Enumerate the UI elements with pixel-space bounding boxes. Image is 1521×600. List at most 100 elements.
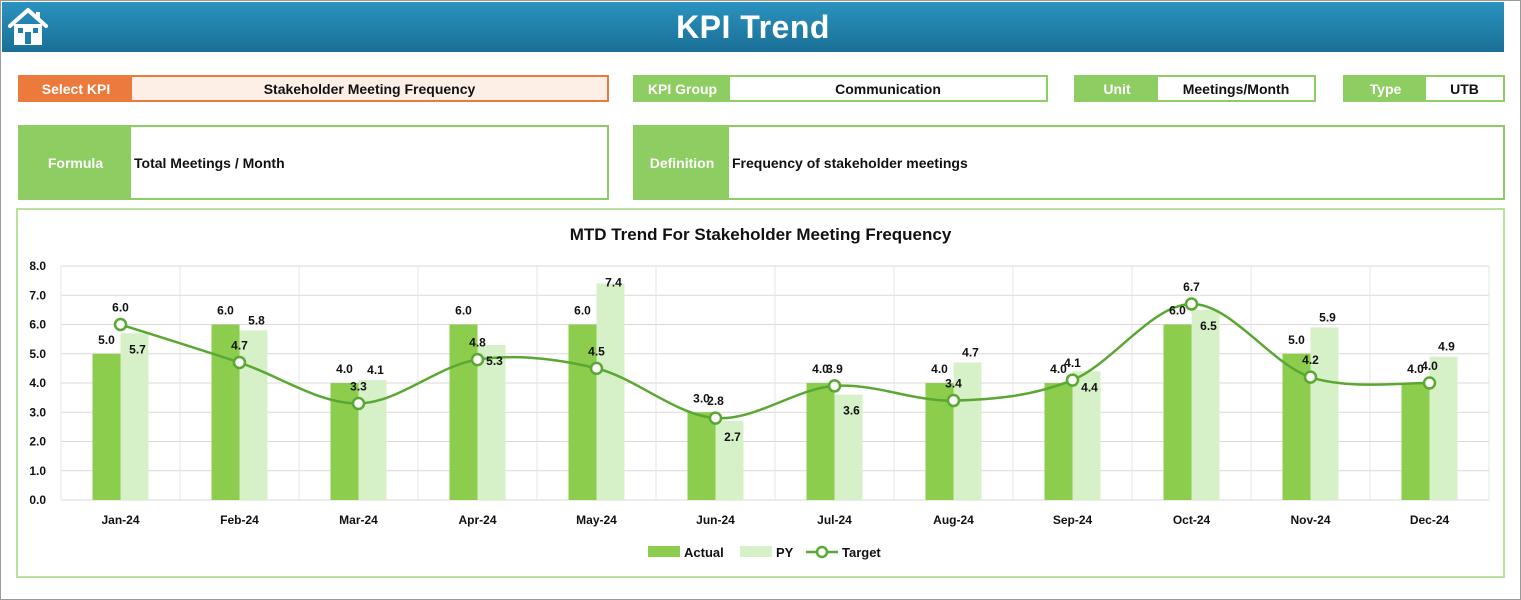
legend-py-swatch	[740, 546, 772, 557]
py-data-label: 5.7	[129, 342, 146, 356]
target-point	[1303, 370, 1318, 384]
py-data-label: 7.4	[605, 276, 622, 290]
definition-box: Definition Frequency of stakeholder meet…	[633, 125, 1505, 200]
select-kpi-field: Select KPI Stakeholder Meeting Frequency	[18, 75, 609, 102]
py-data-label: 5.8	[248, 313, 265, 327]
bar-actual	[449, 324, 478, 500]
actual-data-label: 6.0	[1169, 304, 1186, 318]
bar-py	[1310, 327, 1339, 500]
target-point	[113, 317, 128, 332]
target-data-label: 3.3	[350, 379, 367, 393]
target-data-label: 4.0	[1421, 359, 1438, 373]
target-data-label: 4.5	[588, 344, 605, 358]
x-tick-label: Sep-24	[1053, 513, 1093, 527]
actual-data-label: 4.0	[812, 362, 829, 376]
bar-actual	[1044, 383, 1073, 500]
unit-field: Unit Meetings/Month	[1074, 75, 1316, 102]
py-data-label: 2.7	[724, 430, 741, 444]
legend-target-label: Target	[842, 545, 881, 560]
y-tick-label: 5.0	[29, 347, 46, 361]
target-data-label: 2.8	[707, 394, 724, 408]
kpi-group-field: KPI Group Communication	[633, 75, 1048, 102]
chart-title: MTD Trend For Stakeholder Meeting Freque…	[569, 225, 952, 244]
definition-label: Definition	[635, 127, 729, 198]
actual-data-label: 6.0	[574, 304, 591, 318]
py-data-label: 5.3	[486, 354, 503, 368]
bar-py	[715, 421, 744, 500]
kpi-group-value: Communication	[835, 80, 941, 97]
bar-actual	[1163, 324, 1192, 500]
target-data-label: 4.1	[1064, 356, 1081, 370]
target-point	[1422, 376, 1437, 390]
x-tick-label: Aug-24	[933, 513, 974, 527]
page-title: KPI Trend	[676, 9, 830, 45]
select-kpi-label: Select KPI	[20, 77, 132, 100]
y-tick-label: 1.0	[29, 464, 46, 478]
bar-py	[834, 394, 863, 500]
target-point	[1065, 373, 1080, 387]
bar-actual	[687, 412, 716, 500]
target-point	[351, 396, 366, 411]
unit-label: Unit	[1076, 77, 1158, 100]
bar-py	[239, 330, 268, 500]
legend-actual-label: Actual	[684, 545, 724, 560]
x-tick-label: Mar-24	[339, 513, 378, 527]
x-tick-label: Jan-24	[101, 513, 139, 527]
x-tick-label: Oct-24	[1173, 513, 1211, 527]
py-data-label: 6.5	[1200, 319, 1217, 333]
py-data-label: 4.9	[1438, 340, 1455, 354]
formula-box: Formula Total Meetings / Month	[18, 125, 609, 200]
x-tick-label: Apr-24	[458, 513, 496, 527]
target-point	[946, 393, 961, 408]
x-tick-label: Jul-24	[817, 513, 852, 527]
type-field: Type UTB	[1343, 75, 1505, 102]
target-point	[708, 411, 723, 425]
actual-data-label: 5.0	[1288, 333, 1305, 347]
y-tick-label: 2.0	[29, 435, 46, 449]
y-tick-label: 6.0	[29, 318, 46, 332]
target-point	[589, 361, 604, 376]
actual-data-label: 6.0	[455, 304, 472, 318]
bar-py	[596, 283, 625, 500]
target-data-label: 4.8	[469, 336, 486, 350]
bar-py	[953, 362, 982, 500]
formula-value: Total Meetings / Month	[134, 154, 285, 171]
actual-data-label: 4.0	[931, 362, 948, 376]
legend-target-marker	[815, 545, 829, 559]
target-point	[470, 352, 485, 367]
legend-py-label: PY	[776, 545, 794, 560]
x-tick-label: Jun-24	[696, 513, 735, 527]
select-kpi-dropdown[interactable]: Stakeholder Meeting Frequency	[132, 77, 607, 100]
py-data-label: 3.6	[843, 404, 860, 418]
actual-data-label: 3.0	[693, 391, 710, 405]
py-data-label: 5.9	[1319, 310, 1336, 324]
target-data-label: 6.7	[1183, 280, 1200, 294]
actual-data-label: 5.0	[98, 333, 115, 347]
y-tick-label: 7.0	[29, 288, 46, 302]
definition-value: Frequency of stakeholder meetings	[732, 154, 968, 171]
x-tick-label: Nov-24	[1290, 513, 1330, 527]
bar-actual	[1401, 383, 1430, 500]
actual-data-label: 4.0	[1050, 362, 1067, 376]
bar-actual	[92, 353, 121, 500]
unit-value: Meetings/Month	[1182, 80, 1290, 97]
target-data-label: 3.4	[945, 377, 962, 391]
target-line	[120, 302, 1430, 420]
x-tick-label: Dec-24	[1410, 513, 1450, 527]
y-tick-label: 4.0	[29, 376, 46, 390]
header-bar: KPI Trend	[2, 2, 1504, 52]
type-value: UTB	[1450, 80, 1479, 97]
bar-py	[120, 333, 149, 500]
legend-actual-swatch	[648, 546, 680, 557]
kpi-group-label: KPI Group	[635, 77, 730, 100]
target-data-label: 6.0	[112, 301, 129, 315]
target-point	[232, 355, 247, 370]
home-icon[interactable]	[6, 6, 50, 48]
target-point	[827, 379, 842, 393]
py-data-label: 4.4	[1081, 380, 1098, 394]
x-tick-label: Feb-24	[220, 513, 259, 527]
actual-data-label: 4.0	[1407, 362, 1424, 376]
actual-data-label: 6.0	[217, 304, 234, 318]
py-data-label: 4.1	[367, 363, 384, 377]
